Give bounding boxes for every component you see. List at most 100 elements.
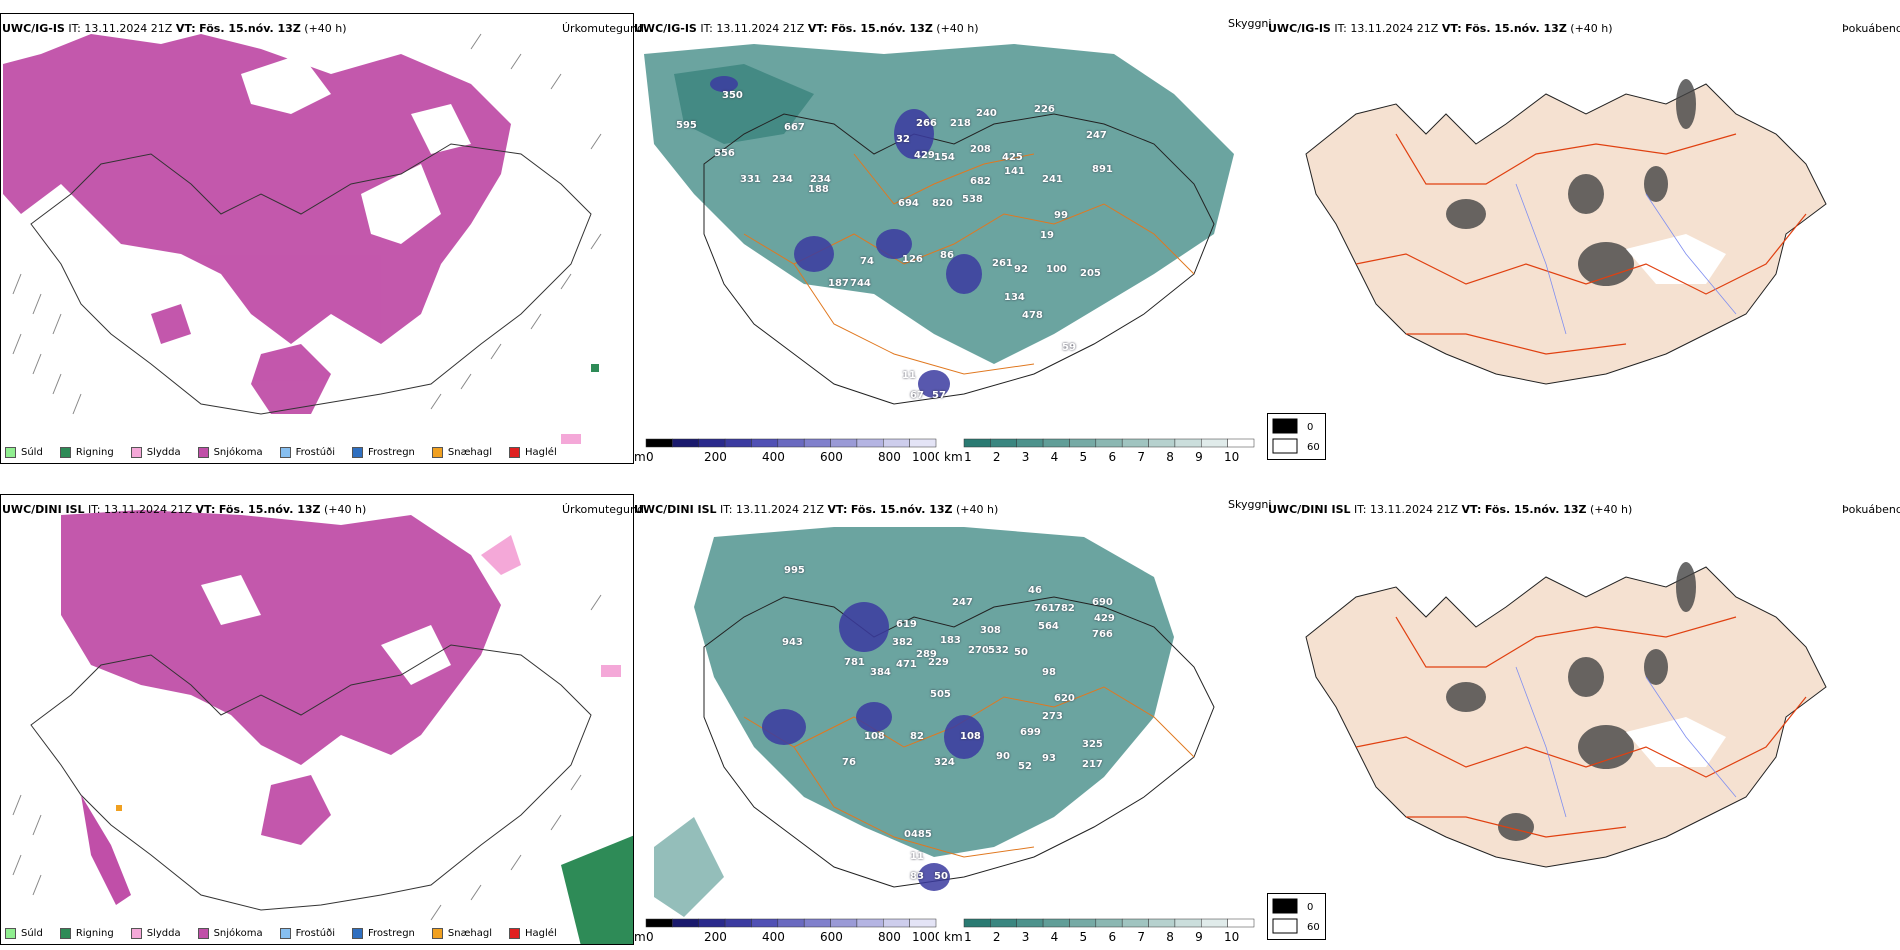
cloud-base-label: 183: [940, 635, 961, 646]
it-label: IT:: [1354, 503, 1367, 516]
legend-item: Slydda: [130, 927, 181, 939]
cloud-base-label: 46: [1028, 585, 1042, 596]
cloud-base-label: 74: [860, 256, 874, 267]
cloud-base-label: 744: [850, 278, 871, 289]
colorbar-segment: [1016, 438, 1044, 448]
snow-areas: [3, 34, 511, 414]
colorbar-segment: [751, 438, 779, 448]
cloud-base-label: 187: [828, 278, 849, 289]
cloud-base-label: 205: [1080, 268, 1101, 279]
colorbar-tick: 1: [964, 450, 972, 464]
colorbar-segment: [1174, 918, 1202, 928]
cloud-base-label: 820: [932, 198, 953, 209]
colorbar-segment: [1042, 438, 1070, 448]
it-label: IT:: [68, 22, 81, 35]
colorbar-unit: m: [634, 450, 646, 464]
cloud-base-label: 699: [1020, 727, 1041, 738]
colorbar-segment: [1069, 438, 1097, 448]
colorbar-segment: [724, 438, 752, 448]
cloud-base-label: 308: [980, 625, 1001, 636]
colorbar-segment: [1227, 918, 1255, 928]
precip-map-row2: [12, 510, 633, 944]
colorbar-segment: [1095, 438, 1123, 448]
colorbar-segment: [1016, 918, 1044, 928]
colorbar-tick: 2: [993, 450, 1001, 464]
cloud-base-label: 208: [970, 144, 991, 155]
colorbar-segment: [1174, 438, 1202, 448]
legend-item: Frostregn: [352, 446, 415, 458]
fog-legend-swatch: [1272, 898, 1298, 914]
cloud-base-label: 766: [1092, 629, 1113, 640]
coastline: [703, 113, 1215, 405]
fog-legend-value: 0: [1307, 422, 1313, 433]
valid-time: Fös. 15.nóv. 13Z: [218, 503, 321, 516]
header-row2-precip: UWC/DINI ISL IT: 13.11.2024 21Z VT: Fös.…: [2, 503, 366, 516]
cloud-base-label: 538: [962, 194, 983, 205]
colorbar-base-svg: m 0 200 400 600 800 1000: [634, 438, 939, 464]
init-time: 13.11.2024 21Z: [736, 503, 825, 516]
colorbar-segment: [883, 918, 910, 928]
colorbar-tick: 4: [1051, 450, 1059, 464]
legend-item: Súld: [5, 927, 43, 939]
legend-item: Frostúði: [279, 927, 335, 939]
fog-title-row1: Þokuábendi: [1842, 22, 1900, 35]
colorbar-tick: 5: [1080, 450, 1088, 464]
colorbar-tick: 3: [1022, 450, 1030, 464]
vt-label: VT:: [175, 22, 196, 35]
cloud-title-row1: Skyggni: [1228, 17, 1272, 30]
legend-item: Snjókoma: [197, 446, 263, 458]
legend-swatch: [5, 927, 16, 939]
legend-swatch: [59, 927, 71, 939]
legend-label: Haglél: [525, 927, 557, 939]
legend-swatch: [59, 446, 71, 458]
colorbar-segment: [909, 438, 937, 448]
cloud-base-label: 682: [970, 176, 991, 187]
legend-label: Súld: [21, 446, 43, 458]
cloud-base-label: 471: [896, 659, 917, 670]
colorbar-segment: [830, 918, 858, 928]
legend-swatch: [431, 446, 443, 458]
vt-label: VT:: [827, 503, 848, 516]
colorbar-segment: [1095, 918, 1123, 928]
coastline: [30, 644, 592, 911]
colorbar-tick: 2: [993, 930, 1001, 944]
vt-label: VT:: [1461, 503, 1482, 516]
legend-swatch: [509, 446, 521, 458]
legend-item: Rigning: [59, 927, 114, 939]
cloud-base-label: 52: [1018, 761, 1032, 772]
sleet-areas: [481, 535, 621, 677]
colorbar-tick: 1: [964, 930, 972, 944]
init-time: 13.11.2024 21Z: [1350, 22, 1439, 35]
roads: [1355, 133, 1807, 355]
colorbar-tick: 200: [704, 930, 727, 944]
fog-legend-svg: 0 60: [1267, 413, 1326, 460]
cloud-base-label: 188: [808, 184, 829, 195]
colorbar-segment: [1148, 918, 1176, 928]
cloud-base-label: 93: [1042, 753, 1056, 764]
cloud-base-label: 76: [842, 757, 856, 768]
colorbar-segment: [883, 438, 910, 448]
init-time: 13.11.2024 21Z: [716, 22, 805, 35]
colorbar-segment: [1148, 438, 1176, 448]
cloud-base-label: 234: [772, 174, 793, 185]
vis-field: [694, 527, 1174, 857]
legend-swatch: [130, 446, 142, 458]
precip-legend-row1: Súld Rigning Slydda Snjókoma Frostúði Fr…: [5, 443, 574, 461]
model-name: UWC/IG-IS: [2, 22, 65, 35]
iceland-land: [1305, 83, 1827, 385]
sleet-areas: [561, 434, 581, 444]
legend-label: Frostúði: [295, 927, 335, 939]
cloud-base-label: 270: [968, 645, 989, 656]
legend-label: Haglél: [525, 446, 557, 458]
legend-swatch: [130, 927, 142, 939]
colorbar-base-svg: m 0 200 400 600 800 1000: [634, 918, 939, 944]
cloud-base-label: 19: [1040, 230, 1054, 241]
colorbar-segment: [672, 438, 699, 448]
roads: [1355, 616, 1807, 838]
colorbar-segment: [777, 918, 805, 928]
colorbar-tick: 9: [1195, 930, 1203, 944]
colorbar-segment: [963, 438, 991, 448]
precip-panel-row2: Súld Rigning Slydda Snjókoma Frostúði Fr…: [0, 494, 634, 945]
cloud-base-label: 134: [1004, 292, 1025, 303]
colorbar-tick: 9: [1195, 450, 1203, 464]
